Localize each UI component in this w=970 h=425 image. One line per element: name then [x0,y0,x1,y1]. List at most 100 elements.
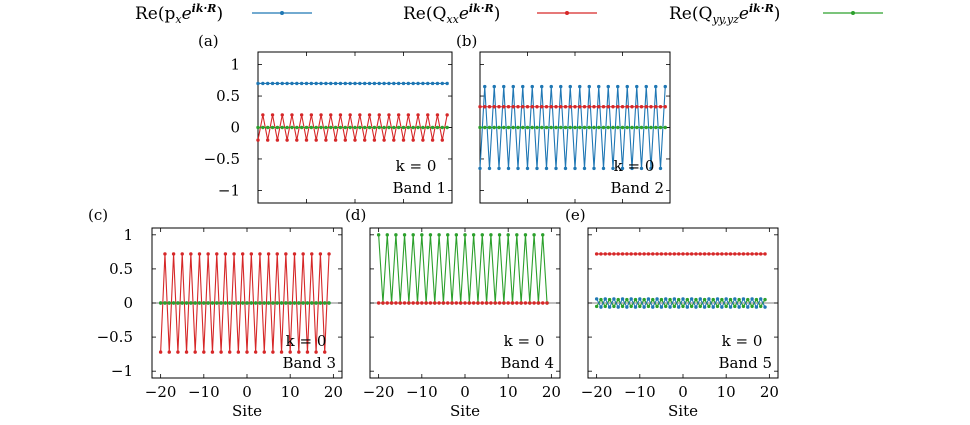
x-axis-label: Site [668,402,698,420]
data-point [210,301,215,305]
data-point [176,301,180,305]
data-point [394,301,398,305]
data-point [258,252,262,256]
data-point [158,301,163,305]
data-point [333,125,338,130]
data-point [654,84,658,89]
data-point [630,166,634,171]
data-point [659,252,664,256]
data-point [401,81,406,86]
data-point [206,252,210,256]
data-point [635,105,639,109]
data-point [445,125,449,130]
data-point [266,138,270,142]
data-point [663,105,667,109]
data-point [445,81,449,86]
data-point [754,305,759,309]
data-point [532,233,536,237]
data-point [639,166,644,171]
data-point [256,81,260,86]
data-point [654,125,658,130]
data-point [620,125,625,130]
data-point [506,166,511,171]
data-point [698,304,702,309]
data-point [573,166,577,171]
data-point [324,81,328,86]
data-point [750,297,754,301]
k-label: k = 0 [504,332,545,350]
data-point [644,84,648,89]
data-point [245,301,249,305]
data-point [396,113,401,117]
data-point [245,350,249,354]
data-point [587,105,591,109]
data-point [467,301,472,305]
data-series [376,233,549,305]
data-point [219,350,223,354]
data-point [327,252,331,256]
data-point [367,81,372,86]
data-point [763,297,767,302]
data-point [559,84,563,89]
y-tick-label: 0.5 [109,260,133,278]
data-point [402,233,407,237]
data-point [502,301,506,305]
data-point [612,304,616,309]
data-point [601,166,606,171]
data-point [545,301,549,305]
data-point [625,305,629,309]
data-point [446,301,450,305]
y-tick-label: 0 [123,294,133,312]
data-point [663,84,667,89]
data-point [741,297,746,301]
data-point [487,125,492,130]
data-point [620,166,625,171]
data-point [358,125,362,130]
legend-label-part: Re(Q [669,4,712,24]
data-point [601,125,606,130]
data-point [358,113,362,117]
data-point [480,301,484,305]
y-tick-label: 0.5 [216,87,240,105]
data-point [506,233,510,237]
data-point [707,252,711,256]
data-point [633,297,638,302]
legend-label-part: e [182,4,192,24]
data-point [625,125,629,130]
data-point [594,297,599,301]
data-point [523,301,528,305]
data-point [559,125,563,130]
data-point [193,301,197,305]
k-label: k = 0 [614,157,655,175]
data-point [329,113,333,117]
data-point [540,84,544,89]
data-point [309,125,314,130]
data-point [189,301,193,305]
data-point [292,301,297,305]
data-point [478,166,482,171]
data-point [578,84,582,89]
k-label: k = 0 [396,157,437,175]
data-point [616,252,620,256]
legend-label-part: ik·R [469,2,494,15]
data-series [256,125,449,130]
data-point [728,252,733,256]
data-point [568,125,572,130]
data-series [158,301,331,305]
data-point [353,125,357,130]
data-point [592,105,596,109]
data-point [270,81,275,86]
x-tick-label: −10 [188,383,220,401]
data-point [612,297,616,301]
data-point [256,138,260,142]
data-point [649,105,653,109]
data-point [750,304,754,309]
data-point [446,233,450,237]
data-point [629,304,633,309]
data-point [633,252,638,256]
legend-label-part: ik·R [192,2,217,15]
data-point [689,252,694,256]
data-point [483,125,487,130]
data-point [180,252,184,256]
data-point [437,301,441,305]
